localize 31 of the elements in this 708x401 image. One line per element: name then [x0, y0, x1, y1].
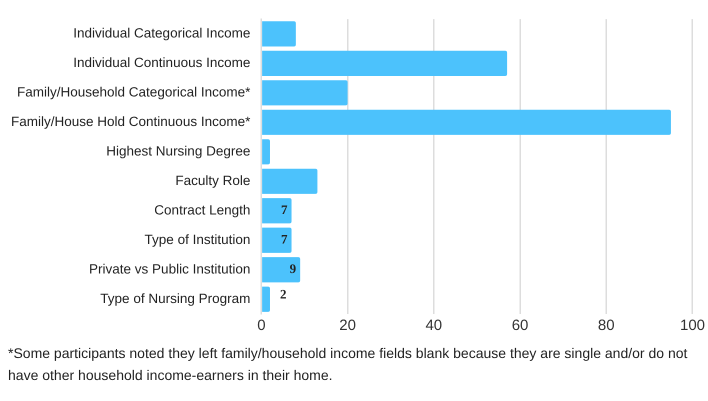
x-tick-label: 80 [598, 317, 615, 334]
bar [262, 168, 318, 194]
data-label: 7 [281, 232, 288, 247]
bar [262, 228, 292, 253]
bar [262, 198, 292, 224]
bar [262, 139, 270, 164]
data-label: 9 [290, 261, 297, 276]
x-tick-label: 40 [425, 317, 442, 334]
y-tick-label: Private vs Public Institution [89, 261, 250, 276]
y-tick-label: Faculty Role [175, 173, 250, 188]
y-tick-label: Type of Nursing Program [100, 290, 250, 306]
y-tick-label: Family/House Hold Continuous Income* [10, 114, 252, 130]
y-tick-label: Family/Household Categorical Income* [17, 84, 252, 100]
x-tick-label: 0 [257, 317, 266, 334]
y-tick-label: Individual Categorical Income [73, 26, 250, 41]
bar [262, 286, 270, 312]
bar [262, 21, 296, 46]
bar [262, 80, 348, 106]
y-tick-label: Type of Institution [144, 232, 250, 247]
x-tick-label: 60 [512, 317, 528, 334]
y-tick-label: Contract Length [154, 202, 250, 218]
y-tick-label: Individual Continuous Income [73, 55, 250, 70]
bar [262, 50, 508, 76]
data-label: 2 [280, 286, 286, 302]
bar [262, 257, 300, 282]
data-label: 7 [281, 202, 288, 218]
y-tick-label: Highest Nursing Degree [106, 144, 250, 159]
x-tick-label: 100 [680, 317, 705, 334]
bar [262, 110, 671, 135]
x-tick-label: 20 [339, 317, 356, 334]
text: *Some participants noted they left family/household income fields blank because they are single and/or do not have other household income-earners in their home. [8, 344, 688, 385]
